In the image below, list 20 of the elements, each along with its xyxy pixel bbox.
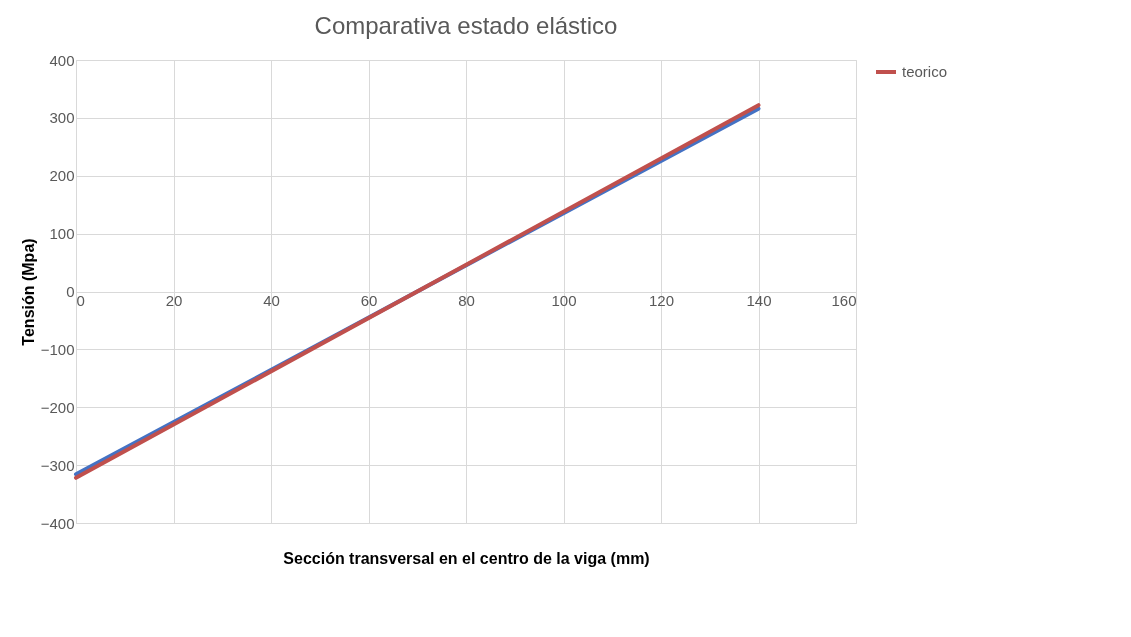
x-tick-label: 80 bbox=[458, 292, 475, 309]
y-tick-label: −200 bbox=[40, 398, 75, 416]
y-tick-label: 300 bbox=[49, 109, 75, 127]
chart-title: Comparativa estado elástico bbox=[314, 12, 618, 39]
x-tick-label: 100 bbox=[551, 292, 577, 309]
y-tick-label: −400 bbox=[40, 514, 75, 532]
x-tick-label: 140 bbox=[746, 292, 772, 309]
x-tick-label: 120 bbox=[648, 292, 675, 309]
y-tick-label: 100 bbox=[49, 225, 75, 243]
y-axis-title: Tensión (Mpa) bbox=[19, 238, 37, 346]
x-tick-label: 40 bbox=[263, 292, 280, 309]
x-tick-label: 160 bbox=[831, 292, 857, 309]
x-tick-label: 60 bbox=[360, 292, 378, 309]
y-tick-label: −300 bbox=[40, 456, 75, 474]
y-tick-label: 200 bbox=[49, 167, 75, 185]
x-axis-title: Sección transversal en el centro de la viga (mm) bbox=[283, 549, 650, 567]
x-tick-label: 20 bbox=[165, 292, 183, 309]
legend-label: teorico bbox=[902, 63, 948, 80]
y-tick-label: 400 bbox=[49, 51, 75, 69]
y-tick-label: −100 bbox=[40, 340, 75, 358]
